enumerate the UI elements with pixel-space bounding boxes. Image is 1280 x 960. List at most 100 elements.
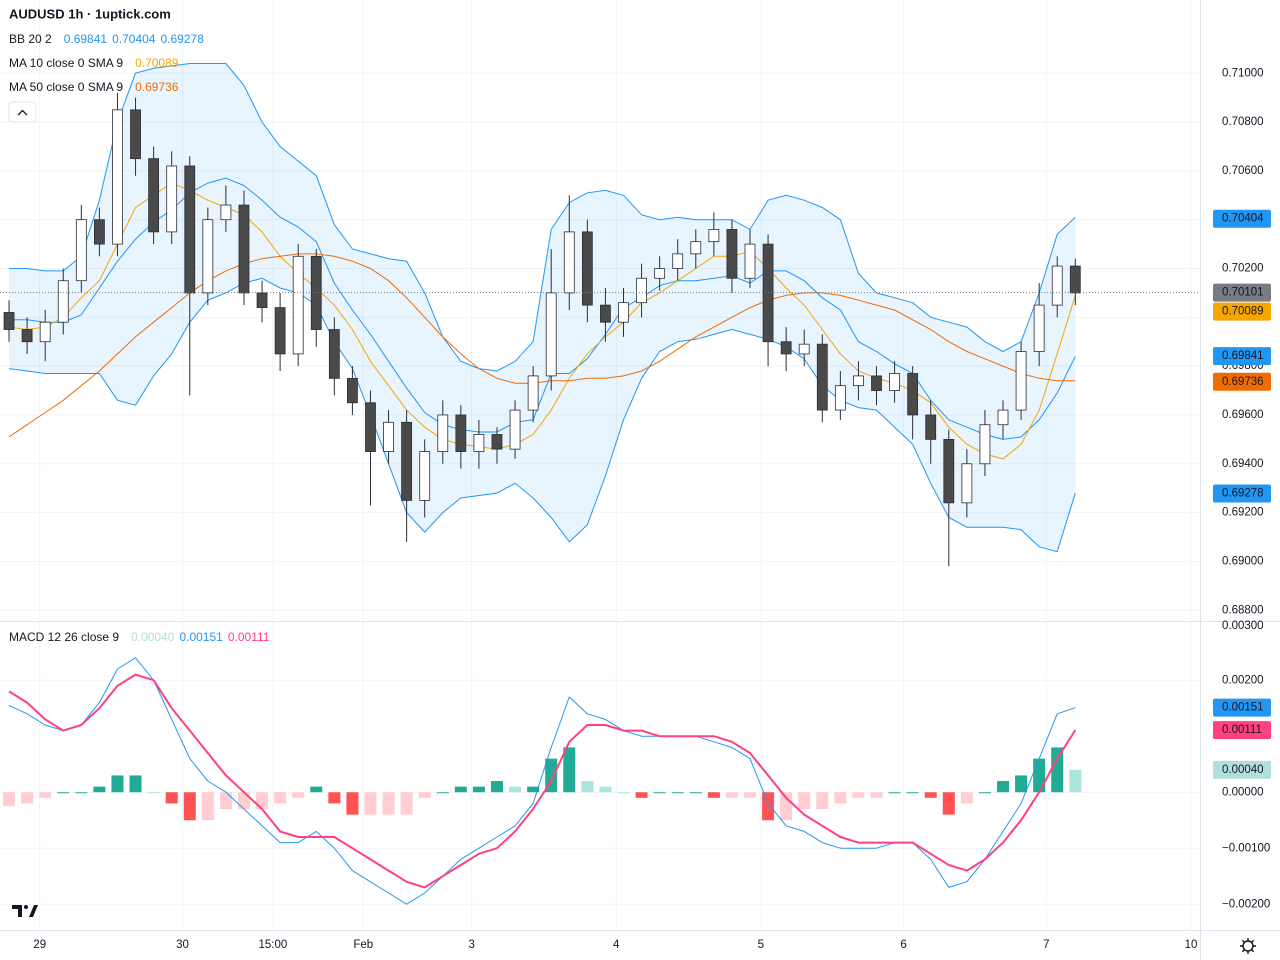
histogram-bar <box>490 781 503 793</box>
price-badge <box>1213 484 1271 503</box>
histogram-bar <box>472 786 485 793</box>
histogram-bar <box>382 792 395 815</box>
logo-part[interactable] <box>12 905 22 917</box>
legend-entry: BB 20 2 0.69841 0.70404 0.69278 <box>9 32 204 46</box>
y-tick-label: −0.00100 <box>1222 842 1270 854</box>
histogram-bar <box>219 792 232 810</box>
y-tick-label: −0.00200 <box>1222 898 1270 910</box>
histogram-bar <box>364 792 377 815</box>
indicator-line <box>8 253 1076 438</box>
candle-body <box>563 231 575 294</box>
legend-value: 0.69736 <box>135 80 179 94</box>
histogram-bar <box>75 792 88 794</box>
histogram-bar <box>653 792 666 794</box>
candle-body <box>726 229 738 279</box>
candle-body <box>979 424 991 465</box>
x-tick-label: 5 <box>758 939 764 951</box>
legend-value: 0.00151 <box>179 630 223 644</box>
histogram-bar <box>165 792 178 804</box>
candle-body <box>780 341 792 355</box>
collapse-button[interactable] <box>8 101 37 123</box>
candle-body <box>419 451 431 501</box>
histogram-bar <box>924 792 937 798</box>
logo[interactable] <box>12 905 38 917</box>
candle-body <box>256 292 268 308</box>
candle-body <box>39 321 51 343</box>
candle-body <box>491 434 503 450</box>
histogram-bar <box>418 792 431 798</box>
indicator-line <box>9 63 1076 372</box>
y-tick-label: 0.69200 <box>1222 507 1264 519</box>
candle-body <box>871 375 882 391</box>
legend-value: 0.69278 <box>160 32 204 46</box>
x-tick-label: 7 <box>1043 939 1049 951</box>
histogram-bar <box>563 747 576 793</box>
logo-part[interactable] <box>24 905 28 909</box>
histogram-bar <box>725 792 738 798</box>
price-badge-label: 0.00111 <box>1222 724 1262 736</box>
candle-body <box>21 329 33 343</box>
legend-label[interactable]: MA 10 close 0 SMA 9 <box>9 56 123 70</box>
candle-body <box>148 158 160 233</box>
collapse-button-frame[interactable] <box>8 101 37 123</box>
price-badge-label: 0.00040 <box>1222 764 1264 776</box>
histogram-bar <box>906 792 919 794</box>
logo-part[interactable] <box>29 905 38 917</box>
candle-body <box>1069 265 1081 294</box>
price-badge <box>1213 302 1271 321</box>
histogram-bar <box>346 792 359 815</box>
candle-body <box>365 402 376 452</box>
legend-value: 0.69841 <box>64 32 108 46</box>
x-tick-label: 4 <box>613 939 620 951</box>
y-tick-label: 0.00300 <box>1222 620 1264 632</box>
candle-body <box>907 373 919 416</box>
histogram-bar <box>201 792 214 821</box>
candle-body <box>798 343 810 355</box>
price-badge <box>1213 721 1271 740</box>
y-tick-label: 0.71000 <box>1222 67 1264 79</box>
legend-value: 0.00111 <box>228 630 270 644</box>
legend-entry: MACD 12 26 close 9 0.00040 0.00151 0.00111 <box>9 630 270 644</box>
candle-body <box>455 414 467 452</box>
candle-body <box>636 277 647 304</box>
legend-value: 0.70404 <box>112 32 156 46</box>
candle-body <box>57 280 69 323</box>
settings-icon[interactable] <box>1240 938 1256 954</box>
y-tick-label: 0.00200 <box>1222 674 1264 686</box>
price-badge-label: 0.70404 <box>1222 213 1264 225</box>
candle-body <box>834 385 846 411</box>
indicator-line <box>8 277 1076 553</box>
histogram-bar <box>509 786 522 793</box>
histogram-bar <box>707 792 720 798</box>
legend-label[interactable]: MA 50 close 0 SMA 9 <box>9 80 123 94</box>
legend-label[interactable]: BB 20 2 <box>9 32 52 46</box>
x-tick-label: Feb <box>353 939 373 951</box>
y-tick-label: 0.70200 <box>1222 263 1264 275</box>
histogram-bar <box>1069 769 1082 793</box>
histogram-bar <box>798 792 811 810</box>
y-tick-label: 0.00000 <box>1222 786 1264 798</box>
histogram-bar <box>21 792 34 804</box>
settings-button[interactable] <box>1240 938 1256 954</box>
candle-body <box>184 165 196 294</box>
candle-body <box>527 375 539 411</box>
price-badge <box>1213 347 1271 366</box>
candle-body <box>3 312 15 330</box>
legend-entry: MA 10 close 0 SMA 9 0.70089 <box>9 56 179 70</box>
candle-body <box>600 304 611 323</box>
candle-body <box>292 255 304 355</box>
candle-body <box>943 438 955 504</box>
histogram-bar <box>3 792 16 807</box>
histogram-bar <box>310 786 323 793</box>
legend-label[interactable]: MACD 12 26 close 9 <box>9 630 119 644</box>
histogram-bar <box>581 781 594 793</box>
candle-body <box>545 292 557 377</box>
collapse-icon[interactable] <box>17 109 28 116</box>
histogram-bar <box>147 792 160 794</box>
candle-body <box>853 375 864 387</box>
chart-title: AUDUSD 1h · 1uptick.com <box>9 6 171 21</box>
ui-layer: AUDUSD 1h · 1uptick.com 29 30 15:00 Feb 3 4 5 6… <box>8 6 1271 954</box>
histogram-bar <box>328 792 341 804</box>
